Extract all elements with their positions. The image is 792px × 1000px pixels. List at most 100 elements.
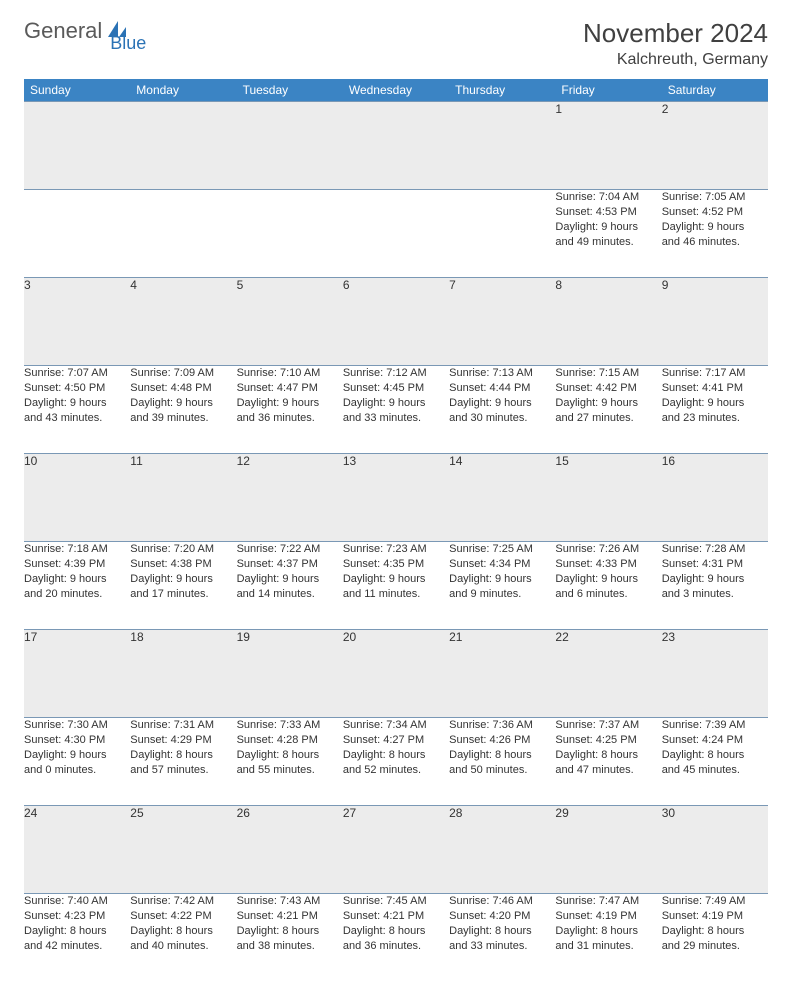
day-cell — [449, 190, 555, 278]
sunrise-text: Sunrise: 7:39 AM — [662, 718, 768, 733]
sunrise-text: Sunrise: 7:31 AM — [130, 718, 236, 733]
day-number: 21 — [449, 630, 555, 718]
sunset-text: Sunset: 4:53 PM — [555, 205, 661, 220]
day-header: Wednesday — [343, 79, 449, 102]
daylight-text: Daylight: 9 hours — [130, 396, 236, 411]
daylight-text: Daylight: 8 hours — [555, 748, 661, 763]
sunrise-text: Sunrise: 7:26 AM — [555, 542, 661, 557]
sunrise-text: Sunrise: 7:17 AM — [662, 366, 768, 381]
day-number: 6 — [343, 278, 449, 366]
day-cell: Sunrise: 7:04 AMSunset: 4:53 PMDaylight:… — [555, 190, 661, 278]
sunset-text: Sunset: 4:45 PM — [343, 381, 449, 396]
daylight-text: Daylight: 8 hours — [449, 924, 555, 939]
day-cell: Sunrise: 7:42 AMSunset: 4:22 PMDaylight:… — [130, 894, 236, 982]
daylight-text: and 50 minutes. — [449, 763, 555, 778]
day-number-row: 17181920212223 — [24, 630, 768, 718]
sunrise-text: Sunrise: 7:46 AM — [449, 894, 555, 909]
sunrise-text: Sunrise: 7:22 AM — [237, 542, 343, 557]
sunrise-text: Sunrise: 7:28 AM — [662, 542, 768, 557]
title-block: November 2024 Kalchreuth, Germany — [583, 18, 768, 69]
day-cell: Sunrise: 7:36 AMSunset: 4:26 PMDaylight:… — [449, 718, 555, 806]
sunrise-text: Sunrise: 7:23 AM — [343, 542, 449, 557]
daylight-text: and 14 minutes. — [237, 587, 343, 602]
daylight-text: Daylight: 8 hours — [130, 748, 236, 763]
sunrise-text: Sunrise: 7:37 AM — [555, 718, 661, 733]
day-number: 7 — [449, 278, 555, 366]
daylight-text: Daylight: 9 hours — [449, 572, 555, 587]
daylight-text: and 11 minutes. — [343, 587, 449, 602]
day-header: Tuesday — [237, 79, 343, 102]
day-cell: Sunrise: 7:39 AMSunset: 4:24 PMDaylight:… — [662, 718, 768, 806]
day-number — [237, 102, 343, 190]
daylight-text: Daylight: 9 hours — [24, 748, 130, 763]
day-number: 14 — [449, 454, 555, 542]
day-number: 8 — [555, 278, 661, 366]
day-cell: Sunrise: 7:13 AMSunset: 4:44 PMDaylight:… — [449, 366, 555, 454]
day-cell: Sunrise: 7:28 AMSunset: 4:31 PMDaylight:… — [662, 542, 768, 630]
day-detail-row: Sunrise: 7:18 AMSunset: 4:39 PMDaylight:… — [24, 542, 768, 630]
day-cell: Sunrise: 7:10 AMSunset: 4:47 PMDaylight:… — [237, 366, 343, 454]
day-number: 25 — [130, 806, 236, 894]
day-cell: Sunrise: 7:26 AMSunset: 4:33 PMDaylight:… — [555, 542, 661, 630]
sunrise-text: Sunrise: 7:04 AM — [555, 190, 661, 205]
sunrise-text: Sunrise: 7:42 AM — [130, 894, 236, 909]
day-number — [130, 102, 236, 190]
day-number-row: 3456789 — [24, 278, 768, 366]
daylight-text: Daylight: 9 hours — [555, 220, 661, 235]
day-number: 13 — [343, 454, 449, 542]
daylight-text: Daylight: 9 hours — [130, 572, 236, 587]
daylight-text: Daylight: 9 hours — [662, 396, 768, 411]
sunset-text: Sunset: 4:31 PM — [662, 557, 768, 572]
day-cell — [343, 190, 449, 278]
day-cell: Sunrise: 7:33 AMSunset: 4:28 PMDaylight:… — [237, 718, 343, 806]
daylight-text: Daylight: 8 hours — [449, 748, 555, 763]
daylight-text: and 0 minutes. — [24, 763, 130, 778]
day-number: 2 — [662, 102, 768, 190]
sunrise-text: Sunrise: 7:09 AM — [130, 366, 236, 381]
sunrise-text: Sunrise: 7:07 AM — [24, 366, 130, 381]
day-number-row: 10111213141516 — [24, 454, 768, 542]
day-number: 19 — [237, 630, 343, 718]
daylight-text: and 31 minutes. — [555, 939, 661, 954]
sunrise-text: Sunrise: 7:20 AM — [130, 542, 236, 557]
day-number: 3 — [24, 278, 130, 366]
sunset-text: Sunset: 4:38 PM — [130, 557, 236, 572]
sunset-text: Sunset: 4:29 PM — [130, 733, 236, 748]
day-cell: Sunrise: 7:12 AMSunset: 4:45 PMDaylight:… — [343, 366, 449, 454]
day-number: 26 — [237, 806, 343, 894]
day-number: 5 — [237, 278, 343, 366]
day-cell: Sunrise: 7:47 AMSunset: 4:19 PMDaylight:… — [555, 894, 661, 982]
daylight-text: Daylight: 8 hours — [555, 924, 661, 939]
day-cell: Sunrise: 7:15 AMSunset: 4:42 PMDaylight:… — [555, 366, 661, 454]
day-detail-row: Sunrise: 7:04 AMSunset: 4:53 PMDaylight:… — [24, 190, 768, 278]
daylight-text: Daylight: 9 hours — [24, 396, 130, 411]
daylight-text: and 52 minutes. — [343, 763, 449, 778]
sunrise-text: Sunrise: 7:15 AM — [555, 366, 661, 381]
daylight-text: Daylight: 8 hours — [130, 924, 236, 939]
day-cell: Sunrise: 7:07 AMSunset: 4:50 PMDaylight:… — [24, 366, 130, 454]
daylight-text: Daylight: 9 hours — [237, 396, 343, 411]
sunset-text: Sunset: 4:19 PM — [555, 909, 661, 924]
day-cell — [237, 190, 343, 278]
daylight-text: and 17 minutes. — [130, 587, 236, 602]
day-cell: Sunrise: 7:43 AMSunset: 4:21 PMDaylight:… — [237, 894, 343, 982]
sunrise-text: Sunrise: 7:47 AM — [555, 894, 661, 909]
sunset-text: Sunset: 4:30 PM — [24, 733, 130, 748]
sunset-text: Sunset: 4:26 PM — [449, 733, 555, 748]
day-cell — [24, 190, 130, 278]
sunset-text: Sunset: 4:52 PM — [662, 205, 768, 220]
sunset-text: Sunset: 4:20 PM — [449, 909, 555, 924]
day-cell — [130, 190, 236, 278]
daylight-text: and 46 minutes. — [662, 235, 768, 250]
daylight-text: Daylight: 9 hours — [555, 572, 661, 587]
sunrise-text: Sunrise: 7:34 AM — [343, 718, 449, 733]
sunrise-text: Sunrise: 7:18 AM — [24, 542, 130, 557]
sunrise-text: Sunrise: 7:43 AM — [237, 894, 343, 909]
month-title: November 2024 — [583, 18, 768, 49]
daylight-text: and 38 minutes. — [237, 939, 343, 954]
day-header: Thursday — [449, 79, 555, 102]
day-header: Sunday — [24, 79, 130, 102]
sunset-text: Sunset: 4:24 PM — [662, 733, 768, 748]
day-cell: Sunrise: 7:18 AMSunset: 4:39 PMDaylight:… — [24, 542, 130, 630]
sunset-text: Sunset: 4:48 PM — [130, 381, 236, 396]
